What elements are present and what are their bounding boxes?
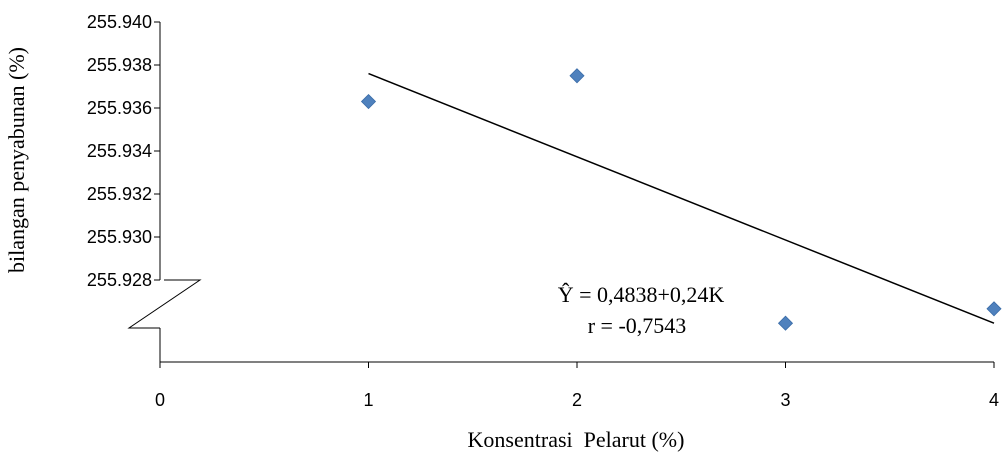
data-point (360, 93, 377, 110)
trendline-group (368, 72, 995, 324)
x-axis-title: Konsentrasi Pelarut (%) (468, 427, 685, 452)
x-tick-label: 2 (572, 390, 582, 410)
y-tick-label: 255.940 (87, 12, 152, 32)
data-point (986, 301, 1002, 317)
y-tick-label: 255.936 (87, 98, 152, 118)
data-point (777, 315, 794, 331)
x-axis-ticks: 0 1 2 3 4 (155, 362, 999, 410)
y-axis-title: bilangan penyabunan (%) (4, 47, 29, 273)
r-value-annotation: r = -0,7543 (588, 313, 687, 338)
y-tick-label: 255.934 (87, 141, 152, 161)
trendline (368, 72, 995, 324)
y-tick-label: 255.930 (87, 227, 152, 247)
x-tick-label: 4 (989, 390, 999, 410)
x-tick-label: 1 (363, 390, 373, 410)
axes (127, 22, 994, 363)
data-points (360, 68, 1002, 331)
y-tick-label: 255.938 (87, 55, 152, 75)
equation-annotation: Ŷ = 0,4838+0,24K (558, 282, 725, 307)
axis-break-marker (127, 279, 202, 329)
y-tick-label: 255.928 (87, 270, 152, 290)
data-point (569, 68, 585, 84)
x-tick-label: 0 (155, 390, 165, 410)
y-tick-label: 255.932 (87, 184, 152, 204)
y-axis-ticks: 255.928 255.930 255.932 255.934 255.936 255.9… (87, 12, 160, 290)
x-tick-label: 3 (780, 390, 790, 410)
